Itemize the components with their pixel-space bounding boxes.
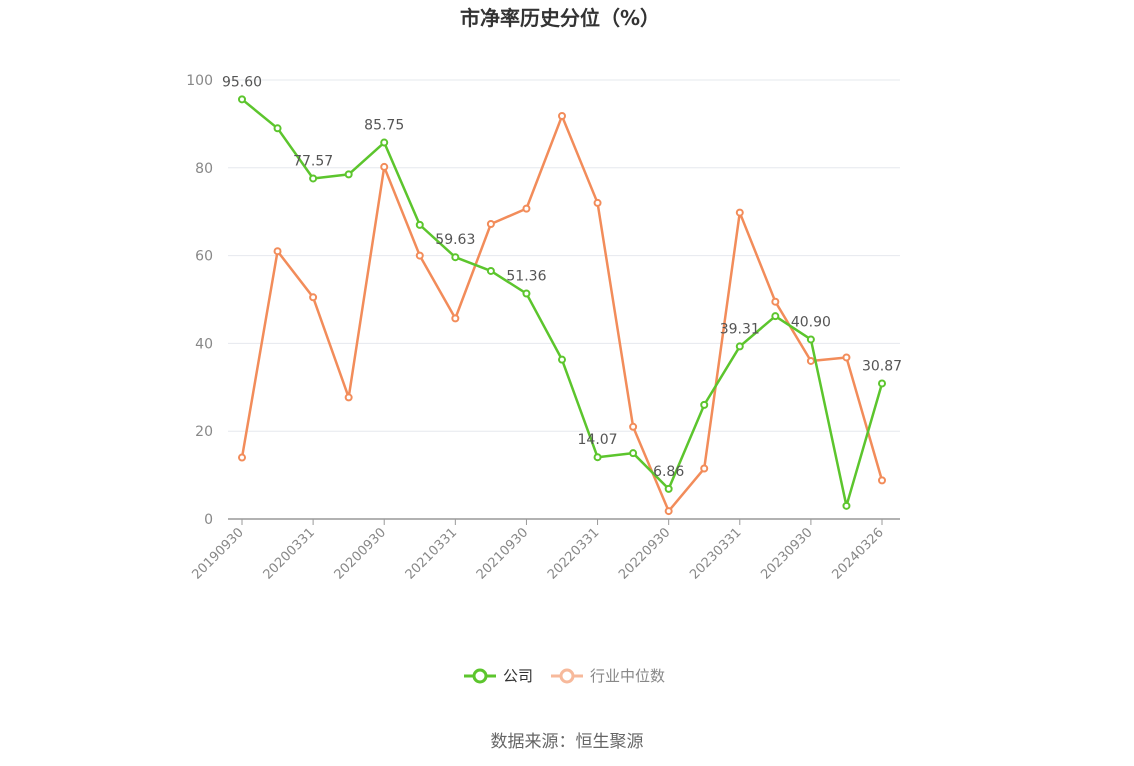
- data-point-0[interactable]: [273, 124, 282, 133]
- data-point-0[interactable]: [415, 220, 424, 229]
- source-note: 数据来源：恒生聚源: [491, 732, 644, 752]
- data-label: 40.90: [791, 314, 831, 330]
- series-line-0: [241, 98, 884, 508]
- data-point-0[interactable]: [664, 484, 673, 493]
- data-point-1[interactable]: [806, 356, 815, 365]
- data-point-0[interactable]: [380, 138, 389, 147]
- data-point-1[interactable]: [273, 247, 282, 256]
- legend-label-industry-median: 行业中位数: [590, 667, 665, 685]
- data-point-1[interactable]: [878, 476, 886, 485]
- data-point-0[interactable]: [451, 253, 460, 262]
- data-label: 39.31: [720, 321, 760, 337]
- x-tick-label: 20190930: [189, 525, 246, 582]
- data-label: 14.07: [578, 432, 618, 448]
- data-point-0[interactable]: [806, 335, 815, 344]
- chart-title: 市净率历史分位（%）: [460, 6, 660, 30]
- legend-label-company: 公司: [503, 667, 533, 685]
- legend-item-company[interactable]: 公司: [464, 667, 533, 685]
- data-point-0[interactable]: [558, 355, 566, 364]
- y-tick-label: 100: [186, 73, 213, 89]
- data-point-0[interactable]: [486, 266, 495, 275]
- data-label: 77.57: [293, 153, 333, 169]
- data-label: 30.87: [862, 358, 902, 374]
- data-point-0[interactable]: [522, 289, 531, 298]
- data-point-1[interactable]: [558, 111, 566, 120]
- data-label: 95.60: [222, 74, 262, 90]
- y-tick-label: 20: [195, 424, 213, 440]
- data-label: 59.63: [435, 232, 475, 248]
- data-point-0[interactable]: [629, 449, 638, 458]
- data-point-1[interactable]: [486, 219, 495, 228]
- y-tick-label: 0: [204, 512, 213, 528]
- data-point-0[interactable]: [238, 95, 246, 104]
- data-point-1[interactable]: [309, 293, 318, 302]
- x-tick-label: 20220331: [545, 525, 602, 582]
- x-tick-label: 20200331: [261, 525, 318, 582]
- data-point-1[interactable]: [522, 204, 531, 213]
- x-tick-label: 20230331: [687, 525, 744, 582]
- legend-item-industry-median[interactable]: 行业中位数: [551, 667, 665, 685]
- data-labels: 95.60 77.57 85.75 59.63 51.36 14.07 6.86 39.31 4…: [222, 74, 902, 480]
- data-point-1[interactable]: [451, 314, 460, 323]
- data-point-1[interactable]: [700, 464, 709, 473]
- y-axis: 0 20 40 60 80 100: [186, 73, 213, 528]
- data-point-0[interactable]: [735, 342, 744, 351]
- data-label: 51.36: [506, 269, 546, 285]
- data-point-1[interactable]: [593, 198, 602, 207]
- data-point-1[interactable]: [415, 251, 424, 260]
- x-axis: 20190930 20200331 20200930 20210331 20210930…: [189, 518, 900, 583]
- data-point-1[interactable]: [664, 507, 673, 516]
- data-point-1[interactable]: [380, 162, 389, 171]
- data-point-1[interactable]: [771, 297, 780, 306]
- data-point-1[interactable]: [735, 208, 744, 217]
- data-point-0[interactable]: [842, 501, 851, 510]
- y-tick-label: 40: [195, 336, 213, 352]
- x-tick-label: 20200930: [332, 525, 389, 582]
- legend: 公司 行业中位数: [464, 667, 665, 685]
- data-point-0[interactable]: [878, 379, 886, 388]
- data-point-0[interactable]: [593, 453, 602, 462]
- y-tick-label: 60: [195, 249, 213, 265]
- data-label: 85.75: [364, 118, 404, 134]
- x-tick-label: 20220930: [616, 525, 673, 582]
- x-tick-label: 20230930: [758, 525, 815, 582]
- y-tick-label: 80: [195, 161, 213, 177]
- data-label: 6.86: [653, 464, 684, 480]
- x-tick-label: 20210930: [474, 525, 531, 582]
- grid: [228, 79, 900, 432]
- data-point-0[interactable]: [309, 174, 318, 183]
- plot-area: [238, 95, 886, 516]
- x-tick-label: 20240326: [829, 525, 886, 582]
- x-tick-label: 20210331: [403, 525, 460, 582]
- data-point-1[interactable]: [238, 453, 246, 462]
- data-point-1[interactable]: [629, 422, 638, 431]
- data-point-1[interactable]: [344, 393, 353, 402]
- data-point-1[interactable]: [842, 353, 851, 362]
- data-point-0[interactable]: [344, 170, 353, 179]
- data-point-0[interactable]: [771, 312, 780, 321]
- data-point-0[interactable]: [700, 400, 709, 409]
